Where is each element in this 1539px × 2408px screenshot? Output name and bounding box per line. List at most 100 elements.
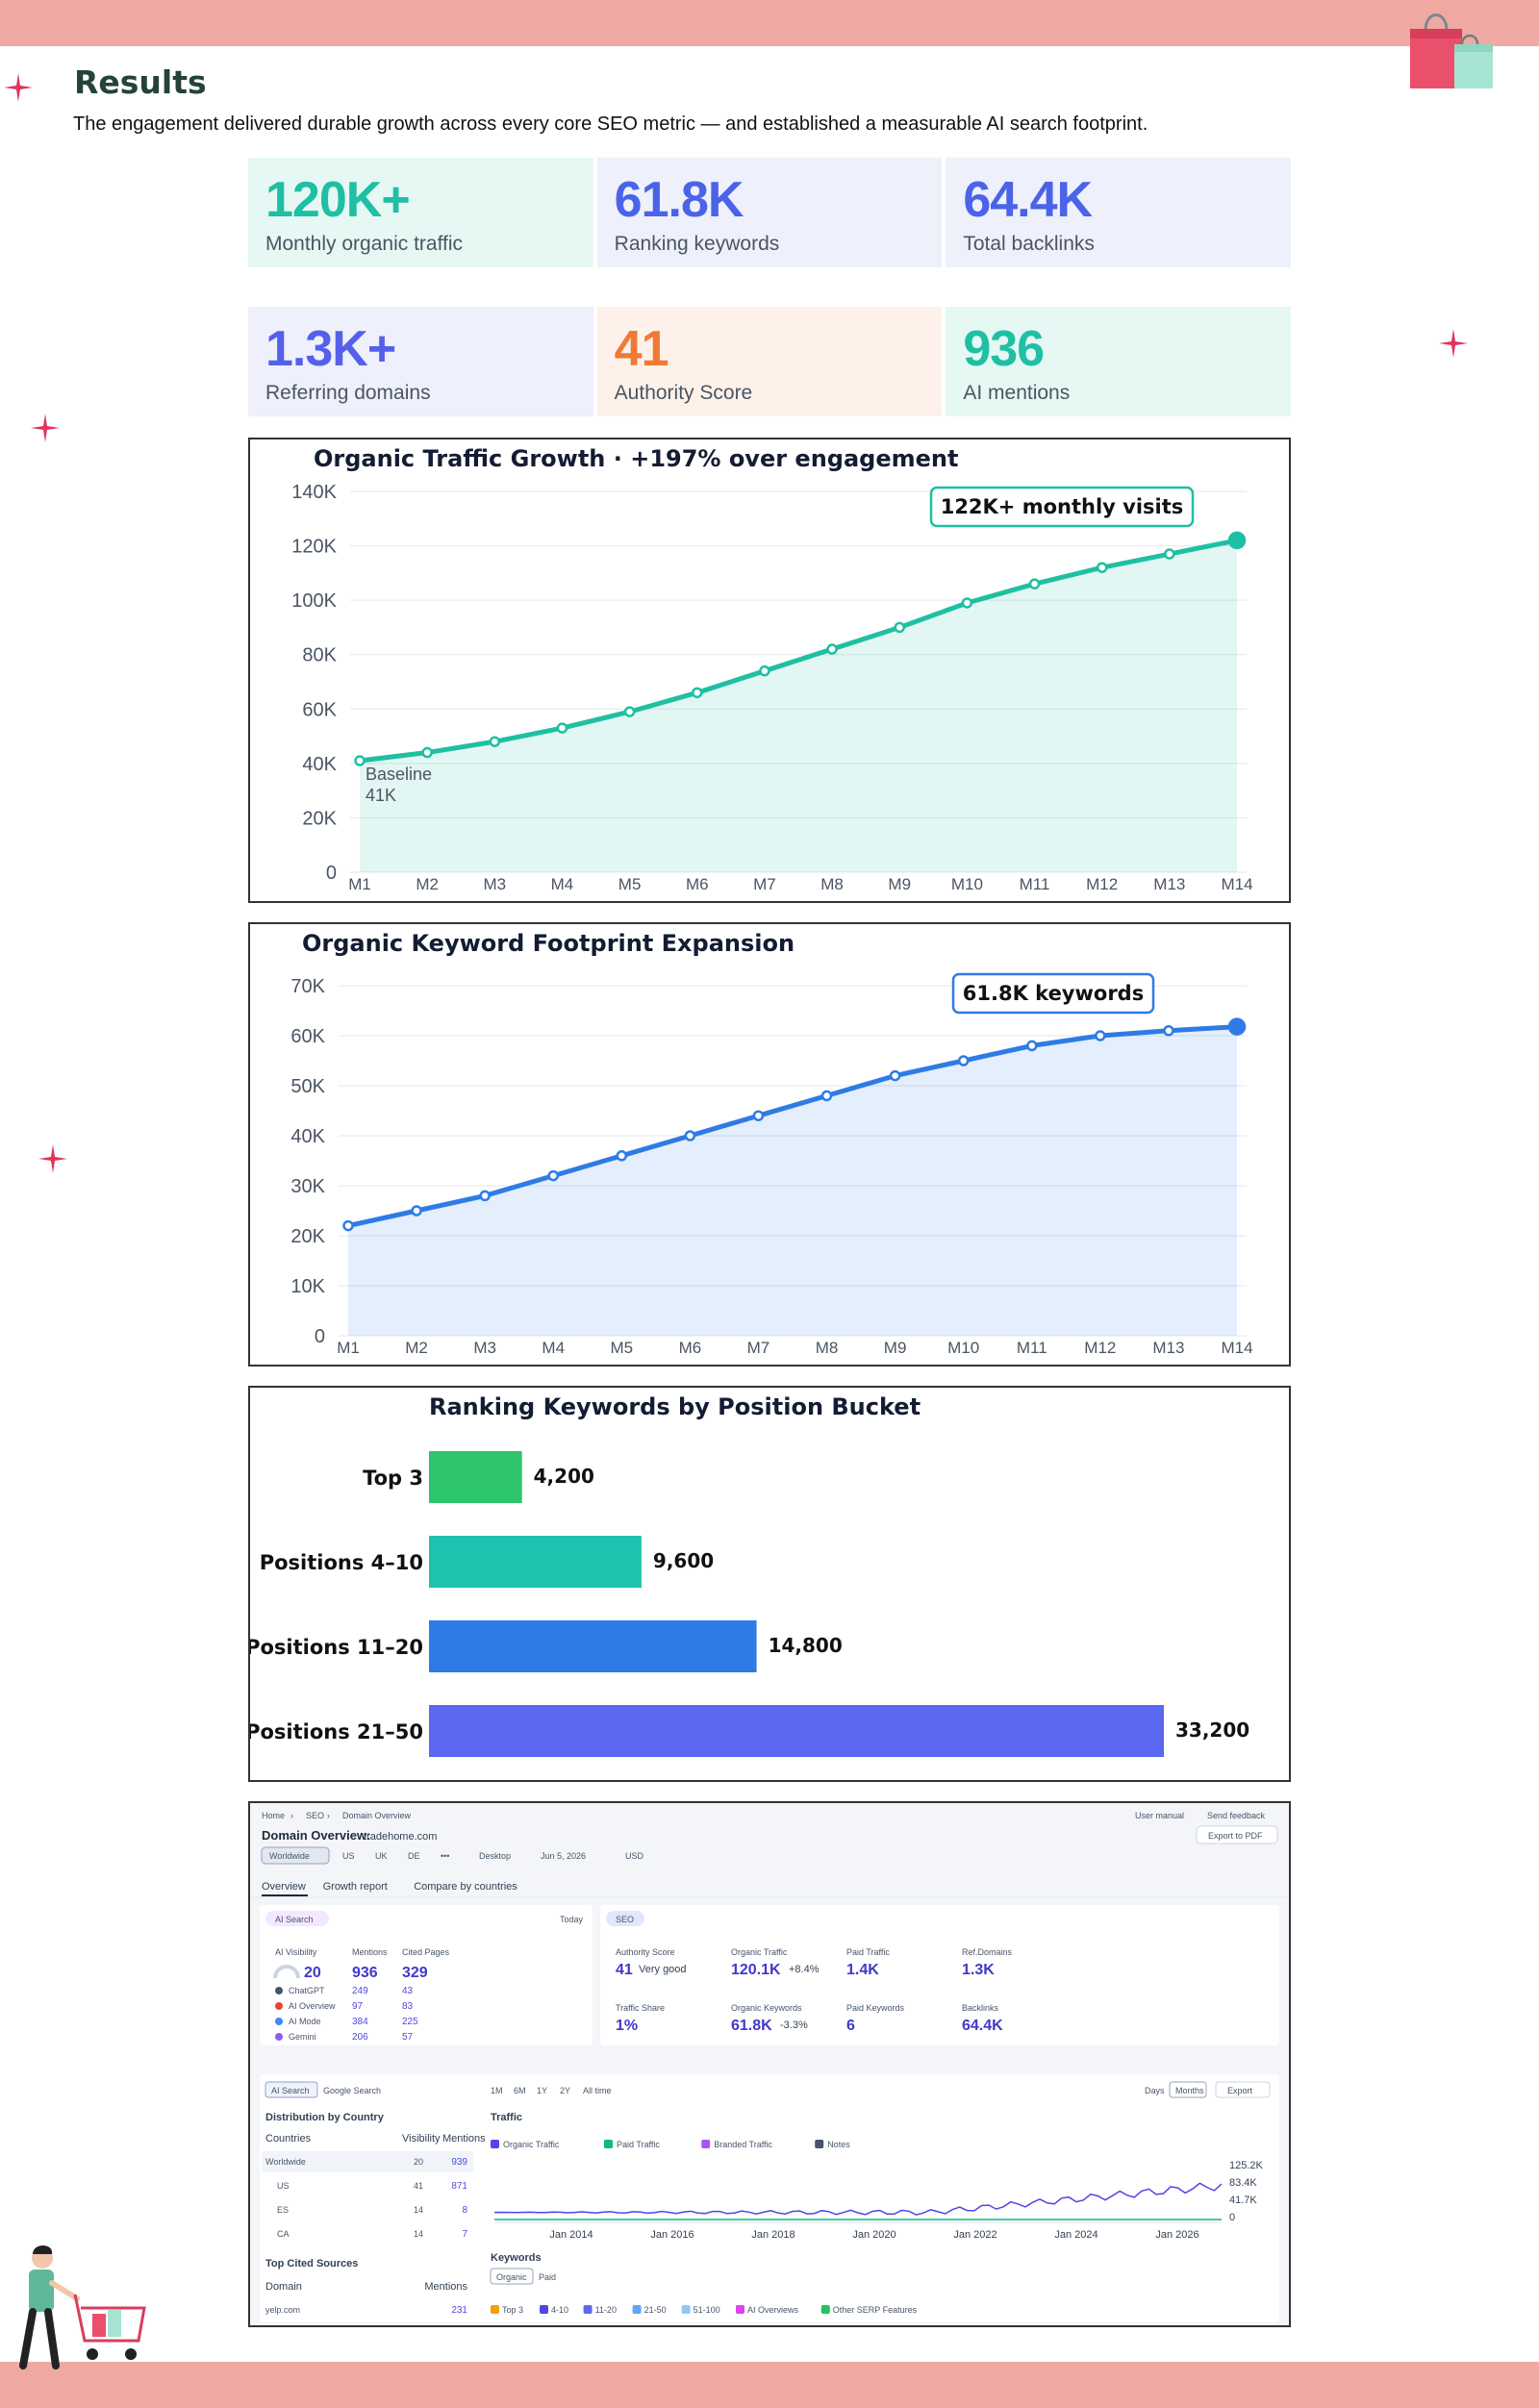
y-tick-label: 40K: [290, 1126, 325, 1147]
metric-label: Monthly organic traffic: [265, 233, 464, 255]
seo-metric-label: Backlinks: [962, 2003, 999, 2013]
metric-label: Total backlinks: [963, 233, 1095, 255]
data-point: [820, 1090, 833, 1102]
y-tick-label: 0: [315, 1326, 325, 1347]
metric-card: 936 AI mentions: [946, 307, 1292, 416]
callout-label: 122K+ monthly visits: [941, 495, 1184, 518]
time-range-option: 1Y: [537, 2086, 547, 2095]
x-tick-label: M7: [753, 875, 776, 893]
country-mentions: 871: [451, 2181, 467, 2192]
seo-metric-value: 61.8K: [731, 2018, 772, 2034]
metric-card: 1.3K+ Referring domains: [248, 307, 593, 416]
data-point: [489, 736, 501, 747]
metric-value: 61.8K: [614, 172, 744, 228]
breadcrumb-item: SEO: [306, 1811, 324, 1820]
keywords-title: Keywords: [491, 2252, 542, 2264]
page-intro: The engagement delivered durable growth …: [73, 113, 1148, 135]
legend-label: Organic Traffic: [503, 2140, 560, 2149]
x-tick-label: M6: [679, 1339, 702, 1357]
shopping-bags-icon: [1410, 13, 1493, 88]
breadcrumb-item: Domain Overview: [342, 1811, 412, 1820]
chart-title: Ranking Keywords by Position Bucket: [429, 1393, 921, 1420]
country-visibility: 20: [414, 2157, 423, 2167]
y-tick-label: 100K: [291, 590, 337, 612]
shopper-with-cart-icon: [19, 2245, 146, 2370]
export-pdf-label: Export to PDF: [1208, 1831, 1263, 1841]
y-tick-label: 60K: [302, 699, 337, 720]
metrics-row-1: 120K+ Monthly organic traffic 61.8K Rank…: [248, 158, 1292, 267]
traffic-chart: Organic Traffic Growth · +197% over enga…: [291, 445, 1252, 893]
data-point: [684, 1130, 696, 1141]
cited-col-header: Domain: [265, 2281, 302, 2293]
callout-box: [951, 972, 1155, 1015]
lower-card: [260, 2074, 1279, 2322]
data-point: [616, 1150, 628, 1162]
x-year-label: Jan 2026: [1155, 2229, 1198, 2241]
dist-col-header: Countries: [265, 2133, 312, 2145]
x-tick-label: M3: [473, 1339, 496, 1357]
legend-swatch: [815, 2140, 824, 2148]
page-title: Results: [74, 63, 207, 101]
seo-card: [600, 1905, 1279, 2045]
ai-platform-mentions: 206: [352, 2032, 368, 2043]
x-tick-label: M14: [1221, 1339, 1252, 1357]
keyword-legend-swatch: [583, 2305, 593, 2314]
ai-mentions-value: 936: [352, 1965, 378, 1981]
series-area: [348, 1026, 1237, 1336]
time-range-option: 1M: [491, 2086, 503, 2095]
filter-label: Desktop: [479, 1851, 511, 1861]
metric-value: 1.3K+: [265, 321, 396, 377]
active-tab-underline: [262, 1894, 308, 1896]
table-row-highlight: [262, 2151, 473, 2172]
sparkle-icon: [31, 414, 60, 442]
data-point: [1227, 531, 1247, 550]
ai-platform-name: Gemini: [289, 2032, 316, 2042]
filter-chip: [261, 1846, 330, 1865]
seo-metric-value: 1.4K: [846, 1962, 879, 1978]
category-label: Top 3: [363, 1467, 423, 1490]
ai-platform-name: AI Mode: [289, 2017, 321, 2026]
data-point: [957, 1055, 970, 1066]
x-year-label: Jan 2024: [1054, 2229, 1097, 2241]
y-tick-label: 50K: [290, 1076, 325, 1097]
y-tick-label: 140K: [291, 482, 337, 503]
bar: [429, 1705, 1164, 1757]
ai-col-header: Mentions: [352, 1947, 388, 1957]
x-tick-label: M8: [816, 1339, 839, 1357]
data-point: [354, 755, 366, 766]
filter-label: •••: [441, 1851, 449, 1861]
ai-platform-mentions: 384: [352, 2017, 368, 2027]
seo-tag-label: SEO: [616, 1915, 634, 1924]
semrush-screenshot: Home › SEO › Domain Overview User manual Send …: [250, 1803, 1289, 2325]
legend-label: Paid Traffic: [617, 2140, 660, 2149]
view-option: Days: [1145, 2086, 1165, 2095]
data-point: [826, 643, 838, 655]
dist-col-header: Visibility: [402, 2133, 441, 2145]
keyword-legend-swatch: [820, 2305, 830, 2314]
cited-col-header: Mentions: [424, 2281, 467, 2293]
x-tick-label: M9: [888, 875, 911, 893]
category-label: Positions 21–50: [250, 1720, 423, 1743]
visibility-gauge-icon: [273, 1965, 300, 1979]
seo-metric-extra: Very good: [639, 1964, 687, 1975]
x-tick-label: M1: [348, 875, 371, 893]
metric-label: Authority Score: [614, 382, 753, 404]
series-area: [360, 539, 1237, 872]
seo-metric-extra: -3.3%: [780, 2019, 808, 2031]
data-point: [894, 621, 905, 634]
ai-col-header: Cited Pages: [402, 1947, 450, 1957]
keyword-legend-swatch: [540, 2305, 548, 2314]
chart-title: Organic Keyword Footprint Expansion: [302, 930, 795, 957]
seo-metric-value: 120.1K: [731, 1962, 781, 1978]
data-point: [752, 1110, 765, 1121]
ai-platform-icon: [275, 2002, 283, 2010]
y-tick-label: 40K: [302, 754, 337, 775]
country-visibility: 14: [414, 2205, 423, 2215]
keywords-chart: Organic Keyword Footprint Expansion 0 10K 2…: [290, 930, 1252, 1357]
y-tick-label: 80K: [302, 645, 337, 666]
country-mentions: 8: [462, 2205, 467, 2216]
traffic-chart-panel: Organic Traffic Growth · +197% over enga…: [248, 438, 1291, 903]
ai-cited-value: 329: [402, 1965, 428, 1981]
data-point: [1096, 562, 1108, 573]
seo-metric-label: Traffic Share: [616, 2003, 665, 2013]
